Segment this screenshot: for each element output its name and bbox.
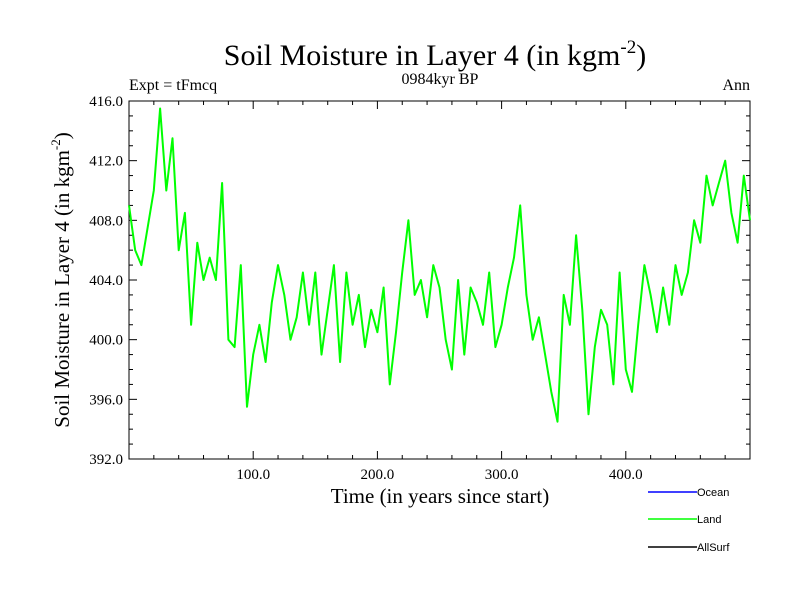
x-tick-label: 100.0 <box>236 467 270 483</box>
series-land-line <box>128 107 751 423</box>
chart-title: Soil Moisture in Layer 4 (in kgm-2) <box>224 37 646 72</box>
y-tick-label: 408.0 <box>89 213 123 229</box>
x-tick-label: 300.0 <box>485 467 519 483</box>
legend-land-label: Land <box>697 514 721 526</box>
y-axis-label: Soil Moisture in Layer 4 (in kgm-2) <box>48 132 74 427</box>
y-tick-label: 412.0 <box>89 154 123 170</box>
legend-allsurf-label: AllSurf <box>697 542 730 554</box>
x-axis-ticks: 100.0 200.0 300.0 400.0 <box>153 101 726 483</box>
legend-item-land: Land <box>648 514 721 526</box>
x-axis-label: Time (in years since start) <box>331 484 550 508</box>
legend: Ocean Land AllSurf <box>648 487 730 554</box>
y-tick-label: 400.0 <box>89 333 123 349</box>
y-tick-label: 404.0 <box>89 273 123 289</box>
y-tick-label: 416.0 <box>89 94 123 110</box>
y-tick-label: 396.0 <box>89 392 123 408</box>
legend-item-ocean: Ocean <box>648 487 729 499</box>
y-axis-ticks: 392.0 396.0 400.0 404.0 408.0 412.0 416.0 <box>89 94 750 468</box>
legend-ocean-label: Ocean <box>697 487 729 499</box>
season-label: Ann <box>722 77 750 94</box>
period-label: 0984kyr BP <box>402 71 479 88</box>
experiment-label: Expt = tFmcq <box>129 77 217 94</box>
y-tick-label: 392.0 <box>89 452 123 468</box>
plot-frame <box>128 100 751 460</box>
legend-item-allsurf: AllSurf <box>648 542 730 554</box>
x-tick-label: 400.0 <box>609 467 643 483</box>
x-tick-label: 200.0 <box>361 467 395 483</box>
